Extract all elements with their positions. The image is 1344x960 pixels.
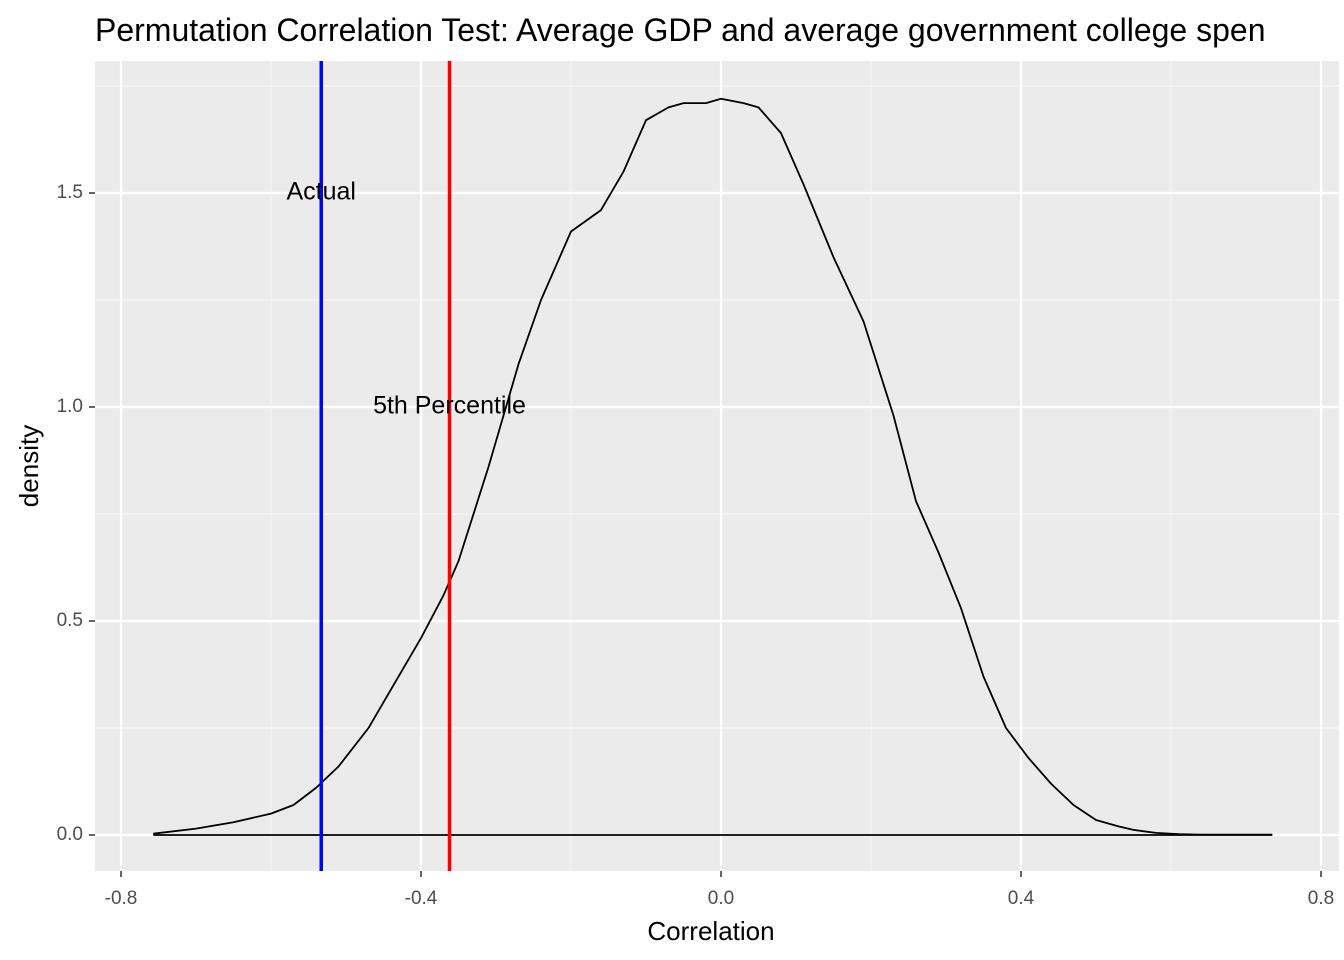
x-tick-label: 0.8 bbox=[1308, 888, 1334, 909]
annotation-label: Actual bbox=[287, 178, 356, 206]
x-tick-label: -0.4 bbox=[405, 888, 438, 909]
reference-lines bbox=[319, 61, 452, 871]
x-tick-label: 0.0 bbox=[708, 888, 734, 909]
y-tick-label: 1.5 bbox=[57, 182, 83, 203]
x-tick-label: -0.8 bbox=[105, 888, 138, 909]
density-curve bbox=[153, 97, 1273, 836]
density-curve-layer bbox=[153, 97, 1273, 836]
annotation-label: 5th Percentile bbox=[373, 392, 526, 420]
chart-title: Permutation Correlation Test: Average GD… bbox=[95, 12, 1265, 48]
annotations: Actual 5th Percentile bbox=[287, 178, 526, 420]
y-tick-label: 1.0 bbox=[57, 396, 83, 417]
x-tick-label: 0.4 bbox=[1008, 888, 1035, 909]
y-tick-label: 0.0 bbox=[57, 824, 83, 845]
y-tick-label: 0.5 bbox=[57, 610, 83, 631]
plot-panel bbox=[95, 61, 1339, 871]
x-axis-title: Correlation bbox=[647, 916, 774, 946]
y-axis-title: density bbox=[14, 425, 44, 507]
axis-ticks: -0.8 -0.4 0.0 0.4 0.8 0.0 0.5 1.0 1.5 bbox=[57, 182, 1335, 909]
